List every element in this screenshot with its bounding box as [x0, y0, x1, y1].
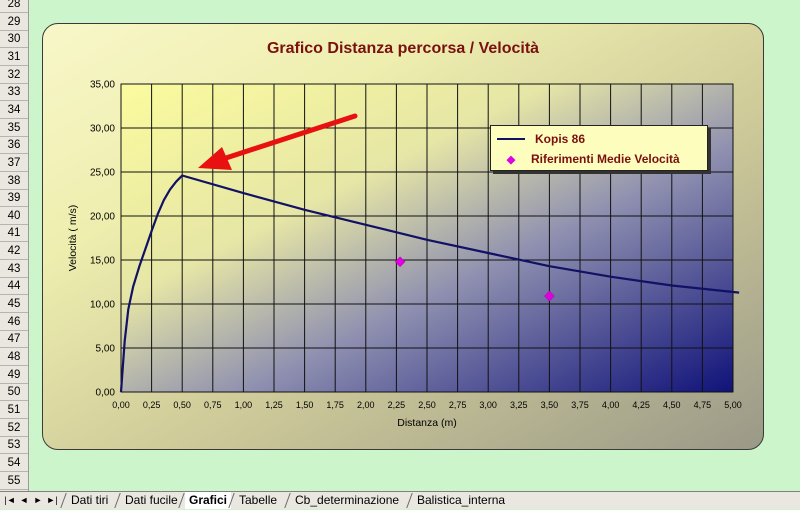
x-tick-label: 3,75: [571, 400, 589, 410]
sheet-tab-tabelle[interactable]: Tabelle: [239, 493, 278, 507]
x-tick-label: 1,75: [326, 400, 344, 410]
x-tick-labels: 0,00 0,25 0,50 0,75 1,00 1,25 1,50 1,75 2,00 2,25…: [112, 400, 742, 410]
row-number[interactable]: 35: [0, 119, 28, 137]
x-tick-label: 2,50: [418, 400, 436, 410]
x-tick-label: 0,25: [143, 400, 161, 410]
red-arrow-head: [198, 147, 232, 170]
row-number[interactable]: 33: [0, 83, 28, 102]
row-number[interactable]: 48: [0, 348, 28, 366]
x-tick-label: 3,00: [479, 400, 497, 410]
last-sheet-icon[interactable]: ►|: [46, 495, 58, 505]
tab-separator: [114, 493, 121, 508]
legend-item-riferimenti: ◆ Riferimenti Medie Velocità: [497, 150, 680, 168]
x-tick-label: 3,50: [541, 400, 559, 410]
tab-separator: [406, 493, 413, 508]
row-number[interactable]: 36: [0, 136, 28, 155]
red-arrow-shaft: [223, 113, 358, 161]
row-number[interactable]: 37: [0, 154, 28, 172]
x-tick-label: 2,25: [388, 400, 406, 410]
row-number[interactable]: 49: [0, 366, 28, 384]
row-number[interactable]: 38: [0, 172, 28, 190]
series-layer: [119, 174, 740, 393]
diamond-marker-icon: ◆: [506, 153, 516, 166]
legend-line-swatch: [497, 138, 525, 140]
x-tick-label: 0,00: [112, 400, 130, 410]
x-tick-label: 4,25: [632, 400, 650, 410]
row-number[interactable]: 43: [0, 260, 28, 278]
series-line-kopis-86[interactable]: [119, 174, 740, 393]
x-axis-label: Distanza (m): [397, 417, 457, 429]
row-number[interactable]: 46: [0, 313, 28, 331]
row-number[interactable]: 44: [0, 277, 28, 296]
sheet-tab-cb-determinazione[interactable]: Cb_determinazione: [295, 493, 400, 507]
x-tick-label: 2,75: [449, 400, 467, 410]
data-point-riferimenti[interactable]: [394, 256, 406, 268]
x-tick-label: 0,50: [173, 400, 191, 410]
x-tick-label: 3,25: [510, 400, 528, 410]
row-number[interactable]: 30: [0, 30, 28, 49]
sheet-tab-grafici[interactable]: Grafici: [185, 492, 232, 509]
tab-separator: [60, 493, 67, 508]
y-tick-label: 30,00: [90, 124, 115, 135]
row-number[interactable]: 28: [0, 0, 28, 13]
row-number[interactable]: 42: [0, 242, 28, 261]
row-number[interactable]: 39: [0, 189, 28, 208]
y-tick-label: 5,00: [96, 344, 116, 355]
x-tick-label: 0,75: [204, 400, 222, 410]
row-number[interactable]: 32: [0, 66, 28, 84]
row-number[interactable]: 55: [0, 472, 28, 490]
x-tick-label: 1,50: [296, 400, 314, 410]
x-tick-label: 4,75: [694, 400, 712, 410]
x-tick-label: 1,00: [235, 400, 253, 410]
row-number[interactable]: 29: [0, 13, 28, 31]
row-number[interactable]: 50: [0, 383, 28, 402]
x-tick-label: 4,50: [663, 400, 681, 410]
row-number[interactable]: 34: [0, 101, 28, 119]
prev-sheet-icon[interactable]: ◄: [19, 495, 29, 505]
x-tick-label: 2,00: [357, 400, 375, 410]
x-tick-label: 5,00: [724, 400, 742, 410]
tab-separator: [284, 493, 291, 508]
sheet-tab-dati-fucile[interactable]: Dati fucile: [125, 493, 178, 507]
y-tick-label: 35,00: [90, 80, 115, 91]
legend-label: Kopis 86: [535, 132, 586, 146]
chart-title[interactable]: Grafico Distanza percorsa / Velocità: [266, 40, 540, 57]
row-number[interactable]: 47: [0, 330, 28, 349]
y-tick-label: 25,00: [90, 168, 115, 179]
red-arrow[interactable]: [198, 113, 358, 170]
x-tick-label: 1,25: [265, 400, 283, 410]
chart-svg[interactable]: 0,00 0,25 0,50 0,75 1,00 1,25 1,50 1,75 2,00 2,25…: [0, 0, 800, 491]
y-tick-labels: 0,00 5,00 10,00 15,00 20,00 25,00 30,00 35,00: [90, 80, 115, 399]
y-tick-label: 0,00: [96, 388, 116, 399]
sheet-tab-balistica-interna[interactable]: Balistica_interna: [417, 493, 506, 507]
row-number[interactable]: 40: [0, 207, 28, 225]
y-tick-label: 10,00: [90, 300, 115, 311]
data-point-riferimenti[interactable]: [544, 290, 555, 302]
legend-label: Riferimenti Medie Velocità: [531, 152, 680, 166]
sheet-tab-dati-tiri[interactable]: Dati tiri: [71, 493, 109, 507]
row-header: 28 29 30 31 32 33 34 35 36 37 38 39 40 41 42 43 44 45 46 47…: [0, 0, 29, 491]
row-number[interactable]: 52: [0, 419, 28, 437]
x-tick-label: 4,00: [602, 400, 620, 410]
chart-legend[interactable]: Kopis 86 ◆ Riferimenti Medie Velocità: [490, 125, 708, 171]
row-number[interactable]: 45: [0, 295, 28, 314]
row-number[interactable]: 31: [0, 48, 28, 66]
first-sheet-icon[interactable]: |◄: [4, 495, 16, 505]
sheet-tab-bar: |◄ ◄ ► ►| Dati tiri Dati fucile Grafici Tab…: [0, 491, 800, 509]
legend-item-kopis: Kopis 86: [497, 130, 585, 148]
row-number[interactable]: 54: [0, 454, 28, 472]
row-number[interactable]: 51: [0, 401, 28, 419]
y-axis-label: Velocità ( m/s): [67, 205, 79, 272]
next-sheet-icon[interactable]: ►: [33, 495, 43, 505]
row-number[interactable]: 53: [0, 436, 28, 455]
row-number[interactable]: 41: [0, 224, 28, 243]
y-tick-label: 20,00: [90, 212, 115, 223]
y-tick-label: 15,00: [90, 256, 115, 267]
